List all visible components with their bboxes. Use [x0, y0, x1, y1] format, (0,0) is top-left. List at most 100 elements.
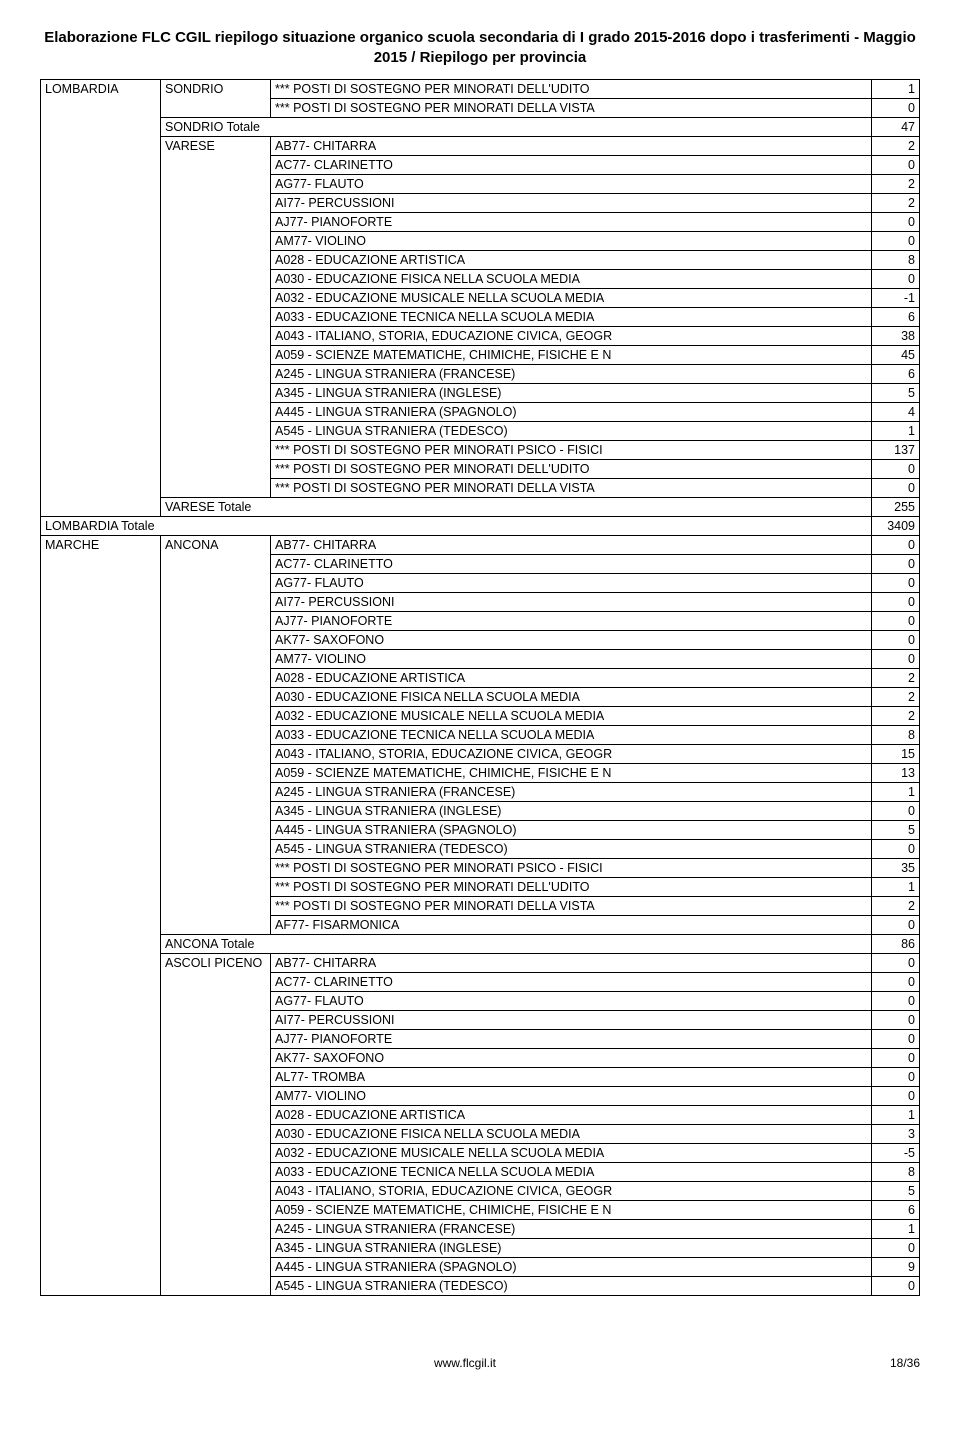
- detail-label: A445 - LINGUA STRANIERA (SPAGNOLO): [271, 402, 872, 421]
- detail-value: 9: [872, 1257, 920, 1276]
- detail-label: A445 - LINGUA STRANIERA (SPAGNOLO): [271, 820, 872, 839]
- detail-value: 0: [872, 269, 920, 288]
- detail-label: A245 - LINGUA STRANIERA (FRANCESE): [271, 364, 872, 383]
- detail-value: 0: [872, 535, 920, 554]
- detail-value: 2: [872, 193, 920, 212]
- detail-value: 1: [872, 79, 920, 98]
- detail-value: 2: [872, 174, 920, 193]
- province-total-label: VARESE Totale: [161, 497, 872, 516]
- detail-value: 35: [872, 858, 920, 877]
- footer-url: www.flcgil.it: [434, 1356, 496, 1370]
- detail-label: AM77- VIOLINO: [271, 649, 872, 668]
- detail-value: 0: [872, 1010, 920, 1029]
- detail-label: A033 - EDUCAZIONE TECNICA NELLA SCUOLA M…: [271, 1162, 872, 1181]
- detail-value: 0: [872, 839, 920, 858]
- region-total-row: LOMBARDIA Totale3409: [41, 516, 920, 535]
- region-total-label: LOMBARDIA Totale: [41, 516, 872, 535]
- detail-value: 8: [872, 725, 920, 744]
- detail-value: -5: [872, 1143, 920, 1162]
- province-total-label: ANCONA Totale: [161, 934, 872, 953]
- detail-value: 0: [872, 1067, 920, 1086]
- detail-value: 2: [872, 706, 920, 725]
- detail-value: 3: [872, 1124, 920, 1143]
- detail-value: 38: [872, 326, 920, 345]
- detail-label: AG77- FLAUTO: [271, 174, 872, 193]
- detail-value: 0: [872, 98, 920, 117]
- detail-value: 0: [872, 212, 920, 231]
- detail-value: 0: [872, 972, 920, 991]
- detail-value: 1: [872, 1219, 920, 1238]
- detail-value: 1: [872, 782, 920, 801]
- detail-value: 0: [872, 478, 920, 497]
- detail-value: 0: [872, 991, 920, 1010]
- detail-label: *** POSTI DI SOSTEGNO PER MINORATI DELLA…: [271, 98, 872, 117]
- detail-value: 6: [872, 1200, 920, 1219]
- detail-label: A030 - EDUCAZIONE FISICA NELLA SCUOLA ME…: [271, 269, 872, 288]
- detail-value: 0: [872, 915, 920, 934]
- detail-label: *** POSTI DI SOSTEGNO PER MINORATI DELLA…: [271, 896, 872, 915]
- detail-label: AK77- SAXOFONO: [271, 630, 872, 649]
- detail-value: 8: [872, 1162, 920, 1181]
- detail-label: AG77- FLAUTO: [271, 573, 872, 592]
- detail-value: 0: [872, 1048, 920, 1067]
- detail-value: 0: [872, 155, 920, 174]
- table-row: MARCHEANCONAAB77- CHITARRA0: [41, 535, 920, 554]
- detail-label: A043 - ITALIANO, STORIA, EDUCAZIONE CIVI…: [271, 326, 872, 345]
- detail-value: 0: [872, 801, 920, 820]
- table-row: LOMBARDIASONDRIO*** POSTI DI SOSTEGNO PE…: [41, 79, 920, 98]
- detail-label: A059 - SCIENZE MATEMATICHE, CHIMICHE, FI…: [271, 763, 872, 782]
- detail-label: A028 - EDUCAZIONE ARTISTICA: [271, 250, 872, 269]
- detail-label: AG77- FLAUTO: [271, 991, 872, 1010]
- detail-value: 0: [872, 630, 920, 649]
- detail-label: AF77- FISARMONICA: [271, 915, 872, 934]
- detail-value: 2: [872, 687, 920, 706]
- detail-label: AB77- CHITARRA: [271, 953, 872, 972]
- detail-value: 0: [872, 1086, 920, 1105]
- detail-label: A345 - LINGUA STRANIERA (INGLESE): [271, 1238, 872, 1257]
- table-row: VARESEAB77- CHITARRA2: [41, 136, 920, 155]
- detail-label: AJ77- PIANOFORTE: [271, 212, 872, 231]
- detail-label: A245 - LINGUA STRANIERA (FRANCESE): [271, 1219, 872, 1238]
- detail-label: AI77- PERCUSSIONI: [271, 592, 872, 611]
- region-cell: LOMBARDIA: [41, 79, 161, 516]
- province-total-value: 86: [872, 934, 920, 953]
- page-number: 18/36: [890, 1356, 920, 1370]
- province-total-row: VARESE Totale255: [41, 497, 920, 516]
- detail-value: 0: [872, 1276, 920, 1295]
- detail-value: 0: [872, 459, 920, 478]
- detail-label: AC77- CLARINETTO: [271, 554, 872, 573]
- region-total-value: 3409: [872, 516, 920, 535]
- detail-value: 0: [872, 573, 920, 592]
- province-total-row: ANCONA Totale86: [41, 934, 920, 953]
- province-cell: VARESE: [161, 136, 271, 497]
- detail-label: A043 - ITALIANO, STORIA, EDUCAZIONE CIVI…: [271, 744, 872, 763]
- detail-label: A043 - ITALIANO, STORIA, EDUCAZIONE CIVI…: [271, 1181, 872, 1200]
- detail-value: 45: [872, 345, 920, 364]
- detail-value: 0: [872, 554, 920, 573]
- detail-label: *** POSTI DI SOSTEGNO PER MINORATI DELL'…: [271, 877, 872, 896]
- province-cell: ANCONA: [161, 535, 271, 934]
- detail-label: AM77- VIOLINO: [271, 1086, 872, 1105]
- detail-label: AJ77- PIANOFORTE: [271, 1029, 872, 1048]
- detail-label: AB77- CHITARRA: [271, 535, 872, 554]
- detail-value: 6: [872, 364, 920, 383]
- detail-value: 0: [872, 231, 920, 250]
- detail-label: *** POSTI DI SOSTEGNO PER MINORATI PSICO…: [271, 858, 872, 877]
- detail-value: 5: [872, 820, 920, 839]
- detail-value: 13: [872, 763, 920, 782]
- detail-label: A033 - EDUCAZIONE TECNICA NELLA SCUOLA M…: [271, 725, 872, 744]
- table-row: ASCOLI PICENOAB77- CHITARRA0: [41, 953, 920, 972]
- detail-label: A059 - SCIENZE MATEMATICHE, CHIMICHE, FI…: [271, 345, 872, 364]
- detail-label: A032 - EDUCAZIONE MUSICALE NELLA SCUOLA …: [271, 706, 872, 725]
- detail-label: A345 - LINGUA STRANIERA (INGLESE): [271, 383, 872, 402]
- detail-label: A028 - EDUCAZIONE ARTISTICA: [271, 668, 872, 687]
- detail-label: A028 - EDUCAZIONE ARTISTICA: [271, 1105, 872, 1124]
- province-total-label: SONDRIO Totale: [161, 117, 872, 136]
- detail-value: 1: [872, 877, 920, 896]
- detail-value: 2: [872, 668, 920, 687]
- detail-value: -1: [872, 288, 920, 307]
- detail-label: AJ77- PIANOFORTE: [271, 611, 872, 630]
- detail-label: A545 - LINGUA STRANIERA (TEDESCO): [271, 421, 872, 440]
- detail-label: A345 - LINGUA STRANIERA (INGLESE): [271, 801, 872, 820]
- detail-value: 0: [872, 1029, 920, 1048]
